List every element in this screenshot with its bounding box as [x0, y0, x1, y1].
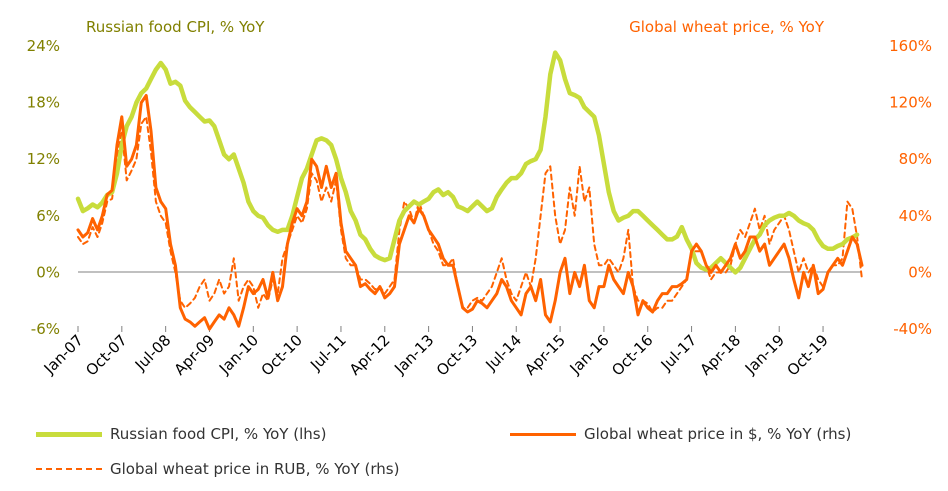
x-tick-label: Jul-11	[306, 331, 350, 375]
left-axis-title: Russian food CPI, % YoY	[86, 18, 265, 36]
right-tick-label: 40%	[899, 207, 932, 225]
legend-swatch-cpi	[36, 431, 102, 437]
x-tick-label: Apr-18	[696, 331, 744, 379]
legend-label-wheat-rub: Global wheat price in RUB, % YoY (rhs)	[110, 460, 400, 478]
x-tick-label: Jan-10	[215, 331, 262, 378]
left-axis-ticks: -6% 0% 6% 12% 18% 24%	[27, 37, 60, 338]
x-tick-label: Jul-17	[657, 331, 701, 375]
right-tick-label: -40%	[893, 320, 932, 338]
x-tick-label: Oct-10	[258, 331, 306, 379]
x-tick-label: Jan-07	[40, 331, 87, 378]
x-tick-label: Oct-19	[783, 331, 831, 379]
left-tick-label: -6%	[31, 320, 60, 338]
legend-label-wheat-usd: Global wheat price in $, % YoY (rhs)	[584, 425, 852, 443]
legend-item-cpi: Russian food CPI, % YoY (lhs)	[36, 425, 326, 443]
left-tick-label: 24%	[27, 37, 60, 55]
legend-swatch-wheat-usd	[510, 432, 576, 436]
x-tick-label: Jan-13	[390, 331, 437, 378]
left-tick-label: 18%	[27, 94, 60, 112]
legend-item-wheat-usd: Global wheat price in $, % YoY (rhs)	[510, 425, 851, 443]
left-tick-label: 6%	[36, 207, 60, 225]
x-tick-label: Apr-09	[171, 331, 219, 379]
series-layer	[75, 50, 864, 331]
legend-label-cpi: Russian food CPI, % YoY (lhs)	[110, 425, 327, 443]
right-axis-title: Global wheat price, % YoY	[629, 18, 825, 36]
x-tick-label: Jan-16	[566, 331, 613, 378]
right-axis-ticks: -40% 0% 40% 80% 120% 160%	[889, 37, 932, 338]
left-tick-label: 12%	[27, 150, 60, 168]
right-tick-label: 160%	[889, 37, 932, 55]
x-tick-label: Apr-15	[521, 331, 569, 379]
x-tick-label: Jul-08	[131, 331, 175, 375]
legend-item-wheat-rub: Global wheat price in RUB, % YoY (rhs)	[36, 460, 399, 478]
legend-swatch-wheat-rub	[36, 468, 102, 470]
right-tick-label: 120%	[889, 94, 932, 112]
series-line-wheat-rub	[77, 115, 863, 313]
x-tick-label: Oct-13	[433, 331, 481, 379]
right-tick-label: 80%	[899, 150, 932, 168]
series-line-wheat-usd	[76, 94, 864, 331]
series-line-russian-food-cpi	[75, 50, 860, 275]
x-tick-label: Jul-14	[482, 331, 526, 375]
x-tick-label: Oct-16	[608, 331, 656, 379]
x-tick-label: Jan-19	[741, 331, 788, 378]
left-tick-label: 0%	[36, 263, 60, 281]
x-tick-label: Oct-07	[82, 331, 130, 379]
right-tick-label: 0%	[908, 263, 932, 281]
x-tick-label: Apr-12	[346, 331, 394, 379]
